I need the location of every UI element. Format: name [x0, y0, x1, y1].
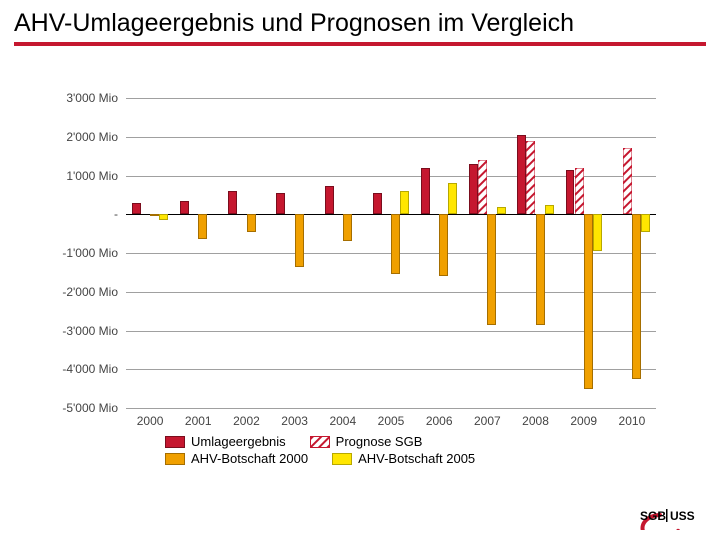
- svg-text:SGB: SGB: [640, 509, 666, 523]
- chart-bar-bot2000: [391, 214, 400, 274]
- chart-legend: Umlageergebnis Prognose SGB AHV-Botschaft…: [165, 432, 545, 468]
- chart-xtick-label: 2010: [619, 414, 646, 428]
- legend-label: AHV-Botschaft 2000: [191, 451, 308, 466]
- chart-bar-bot2000: [632, 214, 641, 379]
- chart-bar-umlage: [180, 201, 189, 215]
- chart-bar-bot2005: [159, 214, 168, 220]
- chart-bar-progSGB: [526, 141, 535, 215]
- chart-xtick-label: 2000: [137, 414, 164, 428]
- chart-ytick-label: 3'000 Mio: [22, 91, 118, 105]
- chart-bar-bot2000: [150, 214, 159, 216]
- legend-item-progSGB: Prognose SGB: [310, 434, 423, 449]
- chart-bar-umlage: [566, 170, 575, 215]
- chart-container: -5'000 Mio-4'000 Mio-3'000 Mio-2'000 Mio…: [50, 88, 660, 478]
- chart-bar-bot2005: [400, 191, 409, 214]
- chart-gridline: [126, 408, 656, 409]
- legend-swatch: [165, 453, 185, 465]
- chart-bar-bot2000: [198, 214, 207, 239]
- legend-item-bot2005: AHV-Botschaft 2005: [332, 451, 475, 466]
- chart-ytick-label: -: [22, 207, 118, 221]
- chart-ytick-label: -1'000 Mio: [22, 246, 118, 260]
- legend-label: Umlageergebnis: [191, 434, 286, 449]
- legend-item-umlage: Umlageergebnis: [165, 434, 286, 449]
- chart-bar-bot2005: [497, 207, 506, 215]
- chart-bar-umlage: [132, 203, 141, 215]
- page-title: AHV-Umlageergebnis und Prognosen im Verg…: [14, 8, 706, 46]
- chart-plot-area: -5'000 Mio-4'000 Mio-3'000 Mio-2'000 Mio…: [126, 98, 656, 408]
- chart-bar-progSGB: [575, 168, 584, 215]
- legend-swatch: [165, 436, 185, 448]
- chart-bar-bot2000: [439, 214, 448, 276]
- chart-bar-bot2000: [487, 214, 496, 324]
- chart-bar-umlage: [373, 193, 382, 214]
- chart-bar-bot2005: [545, 205, 554, 215]
- chart-bar-umlage: [469, 164, 478, 214]
- chart-xtick-label: 2003: [281, 414, 308, 428]
- chart-xtick-label: 2009: [570, 414, 597, 428]
- chart-ytick-label: 2'000 Mio: [22, 130, 118, 144]
- chart-bar-umlage: [276, 193, 285, 214]
- chart-xtick-label: 2001: [185, 414, 212, 428]
- legend-label: Prognose SGB: [336, 434, 423, 449]
- chart-bar-bot2005: [448, 183, 457, 214]
- sgb-uss-logo: SGB USS: [614, 500, 704, 530]
- chart-bar-umlage: [325, 186, 334, 214]
- legend-row: Umlageergebnis Prognose SGB: [165, 434, 545, 449]
- chart-ytick-label: -5'000 Mio: [22, 401, 118, 415]
- chart-gridline: [126, 292, 656, 293]
- chart-xtick-label: 2004: [329, 414, 356, 428]
- chart-gridline: [126, 369, 656, 370]
- legend-swatch: [310, 436, 330, 448]
- chart-bar-umlage: [421, 168, 430, 215]
- chart-ytick-label: -2'000 Mio: [22, 285, 118, 299]
- chart-bar-umlage: [517, 135, 526, 214]
- chart-xtick-label: 2002: [233, 414, 260, 428]
- legend-row: AHV-Botschaft 2000 AHV-Botschaft 2005: [165, 451, 545, 466]
- chart-ytick-label: 1'000 Mio: [22, 169, 118, 183]
- legend-swatch: [332, 453, 352, 465]
- chart-bar-progSGB: [623, 148, 632, 214]
- svg-text:USS: USS: [670, 509, 695, 523]
- chart-ytick-label: -4'000 Mio: [22, 362, 118, 376]
- chart-bar-bot2000: [343, 214, 352, 241]
- legend-item-bot2000: AHV-Botschaft 2000: [165, 451, 308, 466]
- chart-gridline: [126, 98, 656, 99]
- chart-xtick-label: 2008: [522, 414, 549, 428]
- legend-label: AHV-Botschaft 2005: [358, 451, 475, 466]
- chart-xtick-label: 2006: [426, 414, 453, 428]
- chart-bar-progSGB: [478, 160, 487, 214]
- chart-xtick-label: 2007: [474, 414, 501, 428]
- chart-bar-bot2000: [584, 214, 593, 388]
- chart-bar-bot2000: [247, 214, 256, 231]
- chart-xtick-label: 2005: [378, 414, 405, 428]
- chart-bar-bot2000: [295, 214, 304, 266]
- chart-ytick-label: -3'000 Mio: [22, 324, 118, 338]
- chart-bar-bot2000: [536, 214, 545, 324]
- chart-bar-umlage: [228, 191, 237, 214]
- chart-bar-bot2005: [593, 214, 602, 251]
- chart-bar-bot2005: [641, 214, 650, 231]
- chart-gridline: [126, 331, 656, 332]
- chart-gridline: [126, 137, 656, 138]
